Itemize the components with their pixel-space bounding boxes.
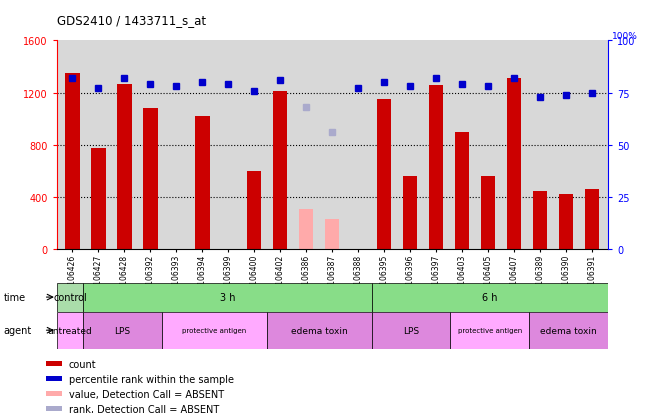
Bar [247, 172, 261, 250]
Text: LPS: LPS [403, 326, 419, 335]
Bar [529, 312, 608, 349]
Bar [46, 406, 62, 411]
Text: protective antigen: protective antigen [458, 328, 522, 333]
Text: 6 h: 6 h [482, 292, 498, 302]
Bar [403, 177, 418, 250]
Bar [371, 312, 450, 349]
Bar [273, 92, 287, 250]
Bar [46, 392, 62, 396]
Text: protective antigen: protective antigen [182, 328, 246, 333]
Text: edema toxin: edema toxin [540, 326, 597, 335]
Bar [46, 361, 62, 366]
Bar [371, 283, 608, 312]
Text: 3 h: 3 h [220, 292, 235, 302]
Text: percentile rank within the sample: percentile rank within the sample [69, 374, 234, 384]
Text: LPS: LPS [114, 326, 130, 335]
Bar [143, 109, 158, 250]
Text: rank, Detection Call = ABSENT: rank, Detection Call = ABSENT [69, 404, 219, 413]
Text: time: time [3, 292, 25, 302]
Bar [267, 312, 371, 349]
Text: control: control [53, 292, 87, 302]
Bar [481, 177, 496, 250]
Bar [195, 117, 210, 250]
Bar [559, 195, 573, 250]
Bar [117, 84, 132, 250]
Bar [46, 377, 62, 381]
Text: agent: agent [3, 325, 31, 335]
Text: value, Detection Call = ABSENT: value, Detection Call = ABSENT [69, 389, 224, 399]
Text: edema toxin: edema toxin [291, 326, 347, 335]
Bar [429, 85, 444, 250]
Bar [450, 312, 529, 349]
Text: untreated: untreated [47, 326, 92, 335]
Text: 100%: 100% [612, 32, 638, 41]
Bar [65, 74, 79, 250]
Bar [455, 133, 470, 250]
Bar [92, 149, 106, 250]
Bar [299, 209, 313, 250]
Bar [585, 190, 599, 250]
Bar [325, 220, 339, 250]
Bar [507, 79, 522, 250]
Bar [57, 312, 83, 349]
Bar [162, 312, 267, 349]
Bar [377, 99, 391, 250]
Text: GDS2410 / 1433711_s_at: GDS2410 / 1433711_s_at [57, 14, 206, 27]
Text: count: count [69, 359, 96, 369]
Bar [533, 191, 548, 250]
Bar [83, 283, 371, 312]
Bar [83, 312, 162, 349]
Bar [57, 283, 83, 312]
